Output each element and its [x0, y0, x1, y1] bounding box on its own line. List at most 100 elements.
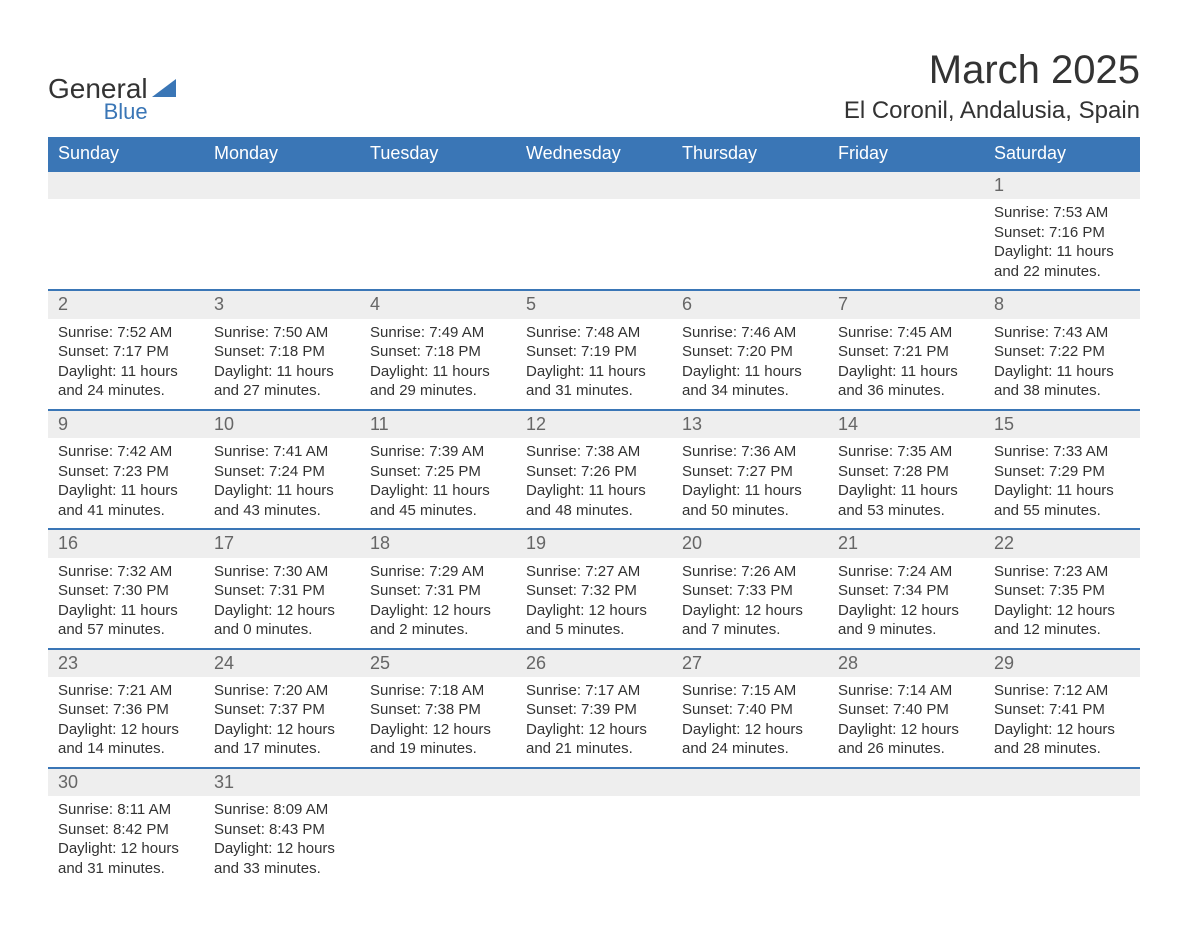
sunrise-text: Sunrise: 7:14 AM	[838, 681, 974, 701]
day-details: Sunrise: 7:26 AMSunset: 7:33 PMDaylight:…	[672, 558, 828, 648]
logo-text-sub: Blue	[104, 99, 148, 125]
daylight-text: Daylight: 11 hours and 24 minutes.	[58, 362, 194, 401]
daylight-text: Daylight: 12 hours and 9 minutes.	[838, 601, 974, 640]
day-number: 27	[672, 650, 828, 677]
daylight-text: Daylight: 12 hours and 33 minutes.	[214, 839, 350, 878]
daylight-text: Daylight: 12 hours and 2 minutes.	[370, 601, 506, 640]
sunrise-text: Sunrise: 7:27 AM	[526, 562, 662, 582]
sunrise-text: Sunrise: 7:17 AM	[526, 681, 662, 701]
day-header: Saturday	[984, 137, 1140, 171]
calendar-week-detailrow: Sunrise: 7:21 AMSunset: 7:36 PMDaylight:…	[48, 677, 1140, 768]
daylight-text: Daylight: 11 hours and 22 minutes.	[994, 242, 1130, 281]
calendar-week-detailrow: Sunrise: 7:52 AMSunset: 7:17 PMDaylight:…	[48, 319, 1140, 410]
day-details: Sunrise: 7:21 AMSunset: 7:36 PMDaylight:…	[48, 677, 204, 767]
day-details: Sunrise: 7:35 AMSunset: 7:28 PMDaylight:…	[828, 438, 984, 528]
day-details: Sunrise: 7:49 AMSunset: 7:18 PMDaylight:…	[360, 319, 516, 409]
daylight-text: Daylight: 11 hours and 57 minutes.	[58, 601, 194, 640]
day-details: Sunrise: 7:53 AMSunset: 7:16 PMDaylight:…	[984, 199, 1140, 289]
sunset-text: Sunset: 7:18 PM	[370, 342, 506, 362]
sunrise-text: Sunrise: 7:53 AM	[994, 203, 1130, 223]
sunrise-text: Sunrise: 7:50 AM	[214, 323, 350, 343]
sunrise-text: Sunrise: 7:38 AM	[526, 442, 662, 462]
daylight-text: Daylight: 12 hours and 26 minutes.	[838, 720, 974, 759]
calendar-week-detailrow: Sunrise: 7:53 AMSunset: 7:16 PMDaylight:…	[48, 199, 1140, 290]
calendar-header-row: SundayMondayTuesdayWednesdayThursdayFrid…	[48, 137, 1140, 171]
calendar-week-detailrow: Sunrise: 8:11 AMSunset: 8:42 PMDaylight:…	[48, 796, 1140, 886]
daylight-text: Daylight: 12 hours and 17 minutes.	[214, 720, 350, 759]
day-details: Sunrise: 7:29 AMSunset: 7:31 PMDaylight:…	[360, 558, 516, 648]
sunrise-text: Sunrise: 7:48 AM	[526, 323, 662, 343]
title-block: March 2025 El Coronil, Andalusia, Spain	[844, 48, 1140, 125]
sunset-text: Sunset: 7:39 PM	[526, 700, 662, 720]
day-details: Sunrise: 7:27 AMSunset: 7:32 PMDaylight:…	[516, 558, 672, 648]
daylight-text: Daylight: 12 hours and 28 minutes.	[994, 720, 1130, 759]
day-number: 5	[516, 291, 672, 318]
sunrise-text: Sunrise: 7:12 AM	[994, 681, 1130, 701]
day-number: 23	[48, 650, 204, 677]
day-number: 24	[204, 650, 360, 677]
day-details: Sunrise: 7:12 AMSunset: 7:41 PMDaylight:…	[984, 677, 1140, 767]
day-number: 19	[516, 530, 672, 557]
calendar-thead: SundayMondayTuesdayWednesdayThursdayFrid…	[48, 137, 1140, 171]
sunset-text: Sunset: 7:38 PM	[370, 700, 506, 720]
day-header: Monday	[204, 137, 360, 171]
day-details: Sunrise: 7:32 AMSunset: 7:30 PMDaylight:…	[48, 558, 204, 648]
day-number: 8	[984, 291, 1140, 318]
daylight-text: Daylight: 11 hours and 43 minutes.	[214, 481, 350, 520]
sunrise-text: Sunrise: 7:36 AM	[682, 442, 818, 462]
sunset-text: Sunset: 7:27 PM	[682, 462, 818, 482]
sunrise-text: Sunrise: 7:32 AM	[58, 562, 194, 582]
day-details: Sunrise: 7:15 AMSunset: 7:40 PMDaylight:…	[672, 677, 828, 767]
daylight-text: Daylight: 11 hours and 36 minutes.	[838, 362, 974, 401]
calendar-week-numrow: 16171819202122	[48, 529, 1140, 557]
sunrise-text: Sunrise: 7:39 AM	[370, 442, 506, 462]
day-number: 11	[360, 411, 516, 438]
daylight-text: Daylight: 11 hours and 27 minutes.	[214, 362, 350, 401]
sunset-text: Sunset: 7:17 PM	[58, 342, 194, 362]
day-number: 12	[516, 411, 672, 438]
day-details: Sunrise: 7:50 AMSunset: 7:18 PMDaylight:…	[204, 319, 360, 409]
day-details: Sunrise: 7:38 AMSunset: 7:26 PMDaylight:…	[516, 438, 672, 528]
sunset-text: Sunset: 7:24 PM	[214, 462, 350, 482]
daylight-text: Daylight: 11 hours and 34 minutes.	[682, 362, 818, 401]
daylight-text: Daylight: 11 hours and 38 minutes.	[994, 362, 1130, 401]
daylight-text: Daylight: 12 hours and 24 minutes.	[682, 720, 818, 759]
day-header: Tuesday	[360, 137, 516, 171]
day-details: Sunrise: 7:36 AMSunset: 7:27 PMDaylight:…	[672, 438, 828, 528]
calendar-week-detailrow: Sunrise: 7:42 AMSunset: 7:23 PMDaylight:…	[48, 438, 1140, 529]
day-number: 10	[204, 411, 360, 438]
calendar-week-numrow: 2345678	[48, 290, 1140, 318]
day-details: Sunrise: 7:14 AMSunset: 7:40 PMDaylight:…	[828, 677, 984, 767]
day-details: Sunrise: 7:41 AMSunset: 7:24 PMDaylight:…	[204, 438, 360, 528]
day-details: Sunrise: 7:48 AMSunset: 7:19 PMDaylight:…	[516, 319, 672, 409]
daylight-text: Daylight: 12 hours and 14 minutes.	[58, 720, 194, 759]
day-number: 21	[828, 530, 984, 557]
sunrise-text: Sunrise: 7:23 AM	[994, 562, 1130, 582]
daylight-text: Daylight: 12 hours and 31 minutes.	[58, 839, 194, 878]
sunset-text: Sunset: 7:23 PM	[58, 462, 194, 482]
day-number: 30	[48, 769, 204, 796]
sunrise-text: Sunrise: 7:33 AM	[994, 442, 1130, 462]
day-header: Sunday	[48, 137, 204, 171]
sunset-text: Sunset: 7:29 PM	[994, 462, 1130, 482]
daylight-text: Daylight: 12 hours and 5 minutes.	[526, 601, 662, 640]
sunrise-text: Sunrise: 7:45 AM	[838, 323, 974, 343]
day-number: 15	[984, 411, 1140, 438]
day-details: Sunrise: 7:24 AMSunset: 7:34 PMDaylight:…	[828, 558, 984, 648]
sunrise-text: Sunrise: 8:09 AM	[214, 800, 350, 820]
day-details: Sunrise: 7:43 AMSunset: 7:22 PMDaylight:…	[984, 319, 1140, 409]
daylight-text: Daylight: 12 hours and 21 minutes.	[526, 720, 662, 759]
sunrise-text: Sunrise: 7:52 AM	[58, 323, 194, 343]
sunrise-text: Sunrise: 7:26 AM	[682, 562, 818, 582]
sunrise-text: Sunrise: 7:29 AM	[370, 562, 506, 582]
location-label: El Coronil, Andalusia, Spain	[844, 97, 1140, 125]
calendar-week-detailrow: Sunrise: 7:32 AMSunset: 7:30 PMDaylight:…	[48, 558, 1140, 649]
sunrise-text: Sunrise: 7:46 AM	[682, 323, 818, 343]
daylight-text: Daylight: 12 hours and 7 minutes.	[682, 601, 818, 640]
day-number: 25	[360, 650, 516, 677]
sunset-text: Sunset: 7:20 PM	[682, 342, 818, 362]
sunset-text: Sunset: 7:18 PM	[214, 342, 350, 362]
daylight-text: Daylight: 12 hours and 12 minutes.	[994, 601, 1130, 640]
sunrise-text: Sunrise: 7:15 AM	[682, 681, 818, 701]
daylight-text: Daylight: 12 hours and 19 minutes.	[370, 720, 506, 759]
